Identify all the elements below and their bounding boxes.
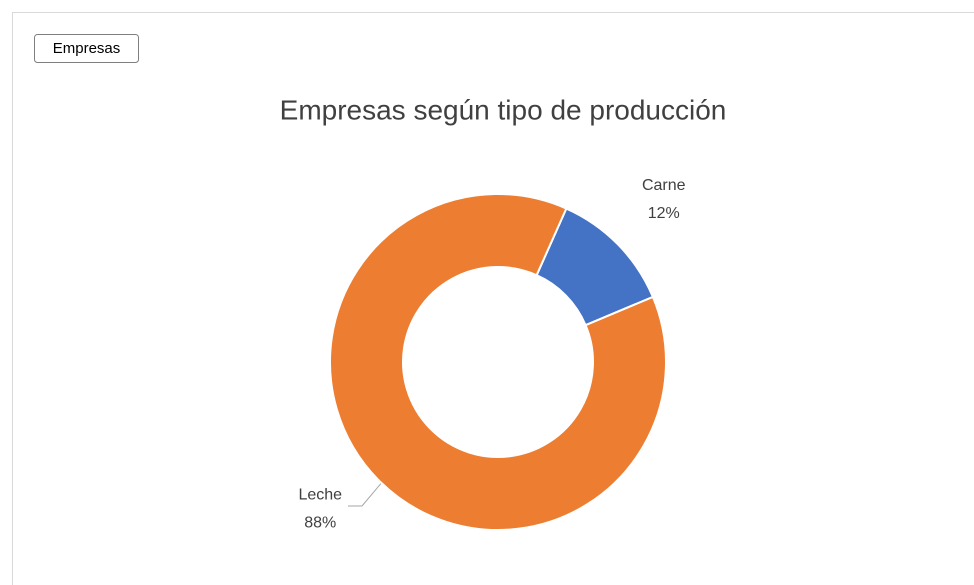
slice (329, 193, 667, 531)
data-label-value: 12% (648, 205, 680, 222)
field-button[interactable] (34, 34, 139, 63)
field-button-label[interactable]: Empresas (53, 40, 121, 57)
data-label-value: 88% (304, 515, 336, 532)
data-label-category: Leche (298, 487, 342, 504)
data-label-category: Carne (642, 177, 686, 194)
chart-title: Empresas según tipo de producción (280, 94, 727, 125)
